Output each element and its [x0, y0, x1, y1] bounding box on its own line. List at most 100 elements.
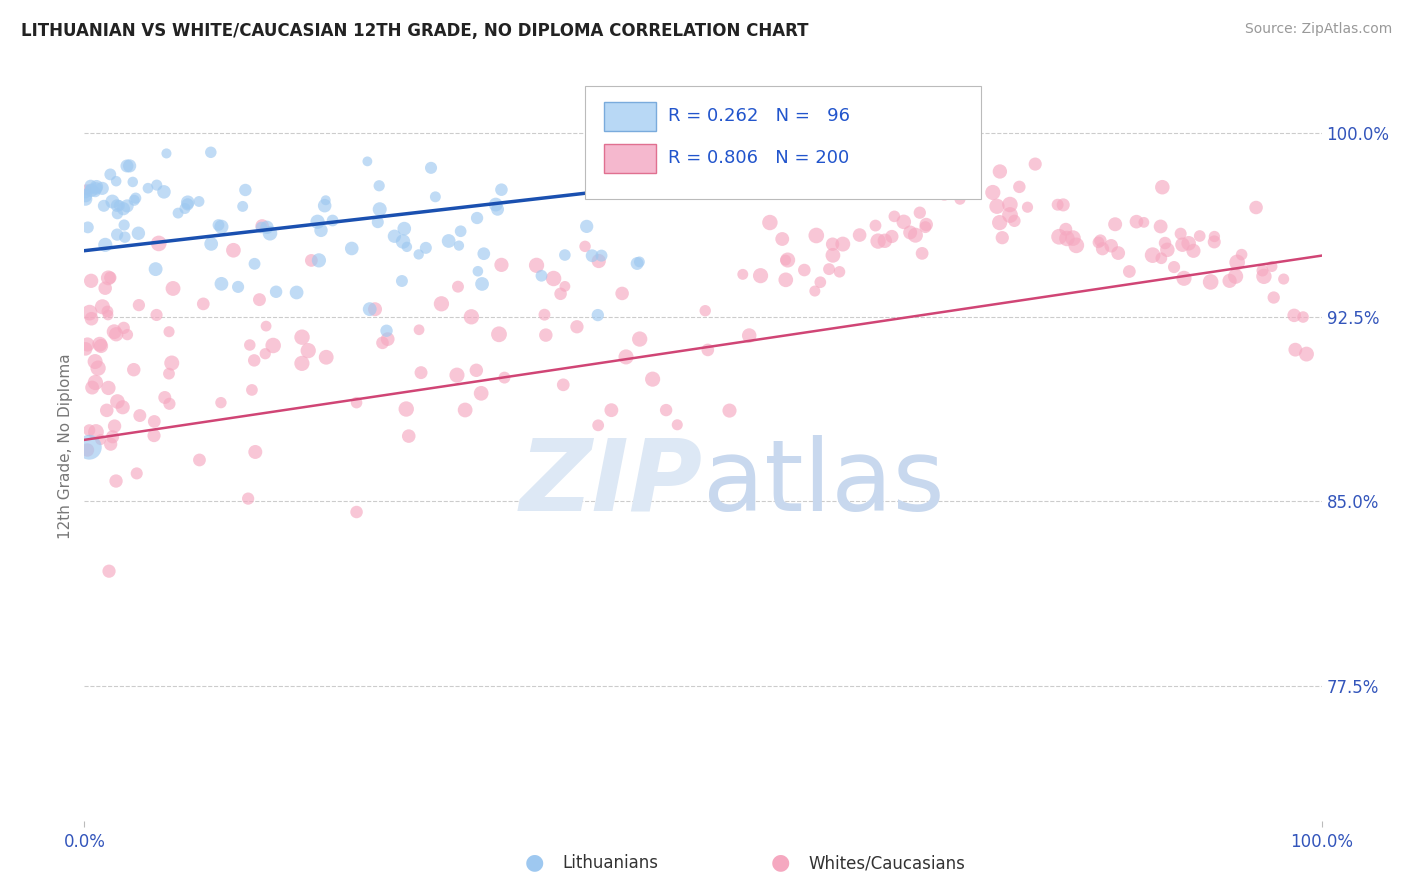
Point: [394, 221, 416, 235]
Point: [93, 199, 115, 213]
Point: [880, 229, 903, 244]
Point: [235, 183, 257, 197]
Point: [76, 220, 98, 235]
Point: [1295, 347, 1317, 361]
Point: [75, 189, 97, 203]
Point: [174, 202, 197, 216]
Point: [1024, 157, 1046, 171]
Point: [1284, 343, 1306, 357]
Point: [256, 220, 278, 235]
Text: Source: ZipAtlas.com: Source: ZipAtlas.com: [1244, 22, 1392, 37]
Point: [1173, 271, 1195, 285]
Point: [243, 353, 266, 368]
Point: [322, 213, 344, 227]
Point: [91, 181, 114, 195]
Point: [430, 297, 453, 311]
Point: [143, 428, 166, 442]
Text: R = 0.806   N = 200: R = 0.806 N = 200: [668, 149, 849, 167]
Point: [157, 367, 180, 381]
Point: [613, 186, 636, 200]
Point: [1171, 237, 1194, 252]
Point: [588, 254, 610, 268]
Point: [309, 223, 332, 237]
Text: ●: ●: [770, 853, 790, 872]
Point: [1099, 239, 1122, 253]
Point: [79, 440, 101, 454]
FancyBboxPatch shape: [605, 144, 657, 172]
Point: [1188, 229, 1211, 244]
Point: [821, 248, 844, 262]
Point: [981, 186, 1004, 200]
Point: [1125, 214, 1147, 228]
Point: [346, 395, 368, 409]
Point: [911, 246, 934, 260]
Point: [259, 227, 281, 241]
Point: [75, 192, 97, 206]
Point: [291, 330, 314, 344]
Point: [105, 227, 128, 242]
Text: ZIP: ZIP: [520, 435, 703, 532]
Point: [1091, 242, 1114, 256]
Point: [76, 337, 98, 351]
Point: [101, 194, 124, 209]
Point: [108, 198, 131, 212]
Point: [188, 453, 211, 467]
Point: [534, 328, 557, 343]
Point: [614, 350, 637, 364]
Point: [136, 181, 159, 195]
Point: [828, 265, 851, 279]
Point: [105, 174, 128, 188]
Point: [1104, 217, 1126, 231]
Point: [100, 437, 122, 451]
Point: [97, 271, 120, 285]
Point: [934, 186, 956, 200]
Point: [465, 211, 488, 225]
Point: [821, 237, 844, 252]
Point: [90, 433, 112, 447]
Point: [491, 258, 513, 272]
Point: [581, 249, 603, 263]
Point: [491, 183, 513, 197]
Point: [759, 215, 782, 229]
Point: [553, 377, 575, 392]
Point: [94, 238, 117, 252]
Point: [1142, 248, 1164, 262]
Point: [177, 195, 200, 210]
Point: [200, 236, 222, 251]
Point: [998, 208, 1021, 222]
Point: [1182, 244, 1205, 258]
Point: [1150, 252, 1173, 266]
Point: [628, 332, 651, 346]
Point: [530, 268, 553, 283]
Point: [472, 246, 495, 260]
Point: [391, 274, 413, 288]
Point: [818, 262, 841, 277]
Point: [1225, 269, 1247, 284]
Point: [84, 425, 107, 439]
Point: [97, 381, 120, 395]
Point: [1204, 229, 1226, 244]
Text: Whites/Caucasians: Whites/Caucasians: [808, 855, 966, 872]
Point: [641, 372, 664, 386]
Point: [125, 191, 148, 205]
Point: [1052, 198, 1074, 212]
Point: [117, 327, 139, 342]
Point: [554, 248, 576, 262]
Point: [488, 327, 510, 342]
Point: [118, 159, 141, 173]
Point: [75, 186, 97, 201]
Point: [1263, 291, 1285, 305]
Point: [1017, 200, 1039, 214]
Point: [1054, 222, 1077, 236]
Point: [346, 505, 368, 519]
Point: [848, 228, 870, 243]
Point: [368, 202, 391, 217]
Point: [315, 351, 337, 365]
Point: [103, 419, 125, 434]
Point: [162, 281, 184, 295]
Text: ●: ●: [524, 853, 544, 872]
Point: [395, 402, 418, 417]
Point: [188, 194, 211, 209]
Point: [80, 311, 103, 326]
Point: [883, 210, 905, 224]
